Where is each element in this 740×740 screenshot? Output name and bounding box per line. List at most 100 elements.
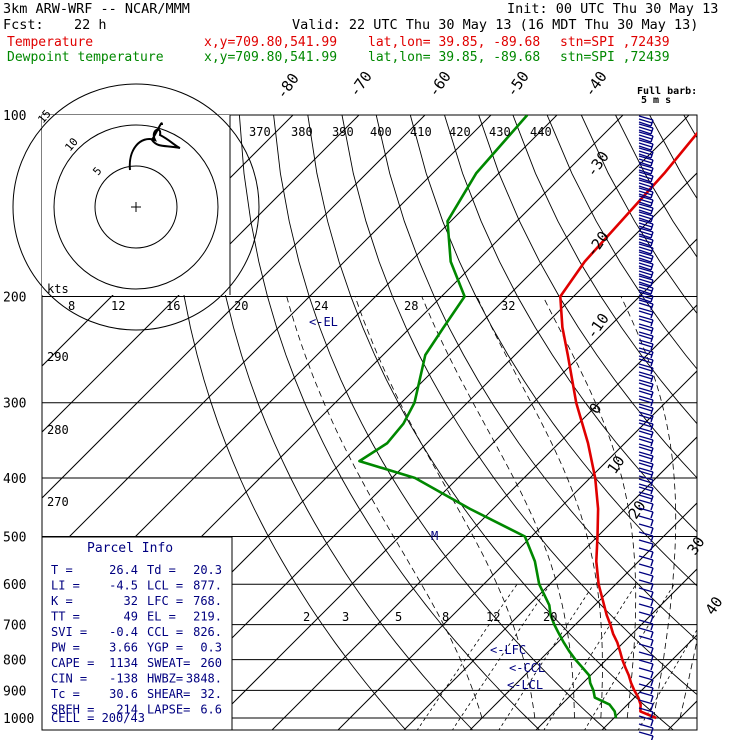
ccl-label: <-CCL — [509, 661, 545, 675]
wind-barb — [638, 507, 654, 519]
wind-barb — [638, 667, 654, 679]
wind-barb — [638, 155, 654, 167]
mixing-ratio-label: 3 — [342, 610, 349, 624]
dry-adiabat-line — [341, 115, 697, 696]
pressure-tick-label: 600 — [3, 578, 26, 593]
moist-adiabat-line — [679, 638, 697, 719]
wind-barb — [638, 619, 654, 631]
moist-adiabat-line — [476, 296, 603, 719]
mixing-ratio-label: 2 — [303, 610, 310, 624]
parcel-info-title: Parcel Info — [87, 541, 173, 556]
mixing-ratio-line — [451, 583, 551, 730]
parcel-info-cell: EL = — [147, 610, 176, 624]
isotherm-line — [337, 370, 697, 730]
parcel-info-cell: -138 — [109, 672, 138, 686]
wind-barb — [638, 587, 654, 599]
moist-adiabat-line — [620, 296, 677, 719]
theta-label: 280 — [47, 423, 69, 437]
theta-label: 420 — [449, 125, 471, 139]
wind-barb — [638, 475, 654, 487]
wind-barb — [638, 627, 654, 639]
parcel-cell: CELL = 200/43 — [51, 711, 145, 725]
parcel-info-cell: K = — [51, 594, 73, 608]
dry-adiabat-line — [718, 115, 740, 731]
wind-barb — [638, 331, 654, 343]
parcel-info-cell: 20.3 — [193, 563, 222, 577]
wind-barb — [638, 363, 654, 375]
isotherm-line — [535, 568, 697, 730]
dry-adiabat-line — [478, 115, 697, 479]
mixing-ratio-label: 20 — [543, 610, 557, 624]
theta-label: 390 — [332, 125, 354, 139]
wind-barb — [638, 347, 654, 359]
legend-dewpoint-xy: x,y=709.80,541.99 — [204, 50, 338, 65]
wind-barb — [638, 563, 654, 575]
parcel-info-cell: -4.5 — [109, 579, 138, 593]
wind-barb — [638, 323, 654, 335]
parcel-info-cell: LFC = — [147, 594, 183, 608]
plot-frame — [41, 114, 698, 731]
wind-barb — [638, 123, 654, 135]
mixing-ratio-line — [637, 629, 697, 730]
hodograph-speed-label: 12 — [111, 299, 125, 313]
theta-label: 380 — [291, 125, 313, 139]
parcel-info-box — [41, 536, 233, 731]
wind-barb — [638, 387, 654, 399]
parcel-info-cell: 3.66 — [109, 641, 138, 655]
legend-temperature-latlon: lat,lon= 39.85, -89.68 — [368, 35, 541, 50]
wind-barb — [638, 515, 654, 527]
isotherm-line — [667, 700, 697, 730]
legend-dewpoint-station: stn=SPI ,72439 — [560, 50, 670, 65]
wind-barb — [638, 187, 654, 199]
isotherm-line — [42, 115, 492, 565]
parcel-info-cell: 826. — [193, 625, 222, 639]
isotherm-line — [733, 87, 740, 730]
mixing-ratio-line — [416, 583, 518, 730]
pressure-tick-label: 700 — [3, 619, 26, 634]
wind-barb — [638, 403, 654, 415]
wind-barb — [638, 531, 654, 543]
isotherm-label: -10 — [583, 310, 613, 343]
isotherm-line — [271, 304, 697, 730]
parcel-info-cell: LI = — [51, 579, 80, 593]
dry-adiabat-line — [307, 115, 674, 730]
parcel-info-cell: Tc = — [51, 687, 80, 701]
dry-adiabat-line — [238, 115, 541, 730]
dry-adiabat-line — [683, 115, 697, 139]
wind-barb — [638, 299, 654, 311]
wind-barb — [638, 195, 654, 207]
wind-barb — [638, 291, 654, 303]
dry-adiabat-line — [580, 115, 697, 315]
wind-barb — [638, 219, 654, 231]
mixing-ratio-line — [498, 583, 595, 730]
dewpoint-profile — [358, 115, 618, 719]
moist-adiabat-line — [542, 296, 637, 719]
wind-barb — [638, 643, 654, 655]
isotherm-line — [42, 115, 426, 499]
parcel-info-cell: PW = — [51, 641, 80, 655]
isotherm-line — [42, 115, 360, 433]
hodograph-kts-label: kts — [47, 282, 69, 296]
dry-adiabat-line — [512, 115, 697, 425]
pressure-tick-label: 1000 — [3, 712, 34, 727]
wind-barb — [638, 395, 654, 407]
pressure-tick-label: 500 — [3, 530, 26, 545]
dry-adiabat-line — [170, 115, 407, 730]
moist-adiabat-line — [354, 296, 536, 719]
isotherm-label: 10 — [604, 452, 629, 477]
parcel-info-cell: 32. — [200, 687, 222, 701]
wind-barb — [638, 579, 654, 591]
isotherm-label: -20 — [583, 228, 613, 261]
pressure-tick-label: 300 — [3, 397, 26, 412]
wind-barb — [638, 235, 654, 247]
parcel-info-cell: 768. — [193, 594, 222, 608]
hodograph-ring — [12, 83, 260, 331]
parcel-info-cell: YGP = — [147, 641, 183, 655]
model-title: 3km ARW-WRF -- NCAR/MMM — [3, 1, 190, 17]
parcel-info-cell: CIN = — [51, 672, 87, 686]
wind-barb — [638, 243, 654, 255]
moist-adiabat-line — [421, 296, 575, 718]
temperature-profile — [559, 131, 697, 720]
hodograph-ring — [94, 165, 178, 249]
parcel-info-cell: SHEAR= — [147, 687, 190, 701]
